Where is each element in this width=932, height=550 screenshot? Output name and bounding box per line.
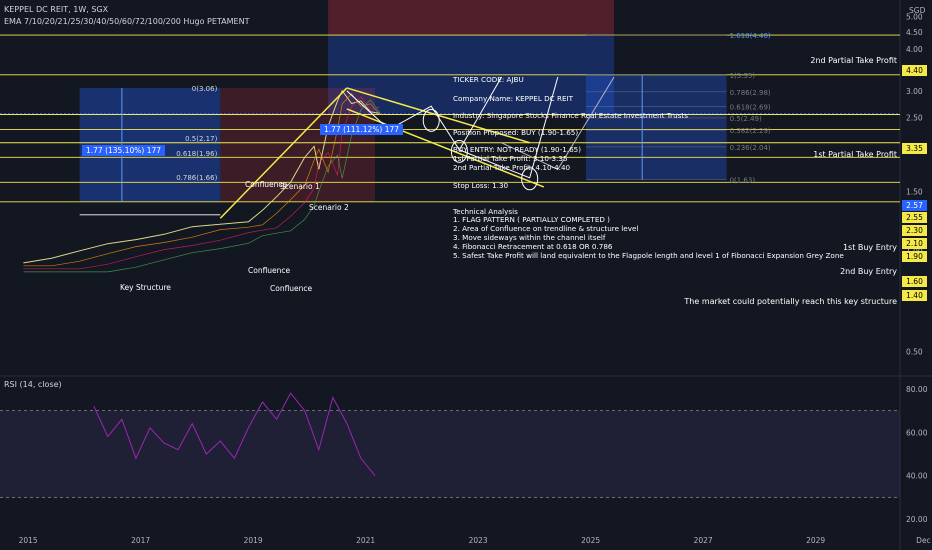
note-company: Company Name: KEPPEL DC REIT bbox=[453, 94, 574, 103]
note-industry: Industry: Singapore Stocks Finance Real … bbox=[453, 111, 688, 120]
fib-right-label: 0.382(2.29) bbox=[730, 127, 771, 135]
label-tp2: 2nd Partial Take Profit bbox=[810, 56, 897, 65]
rsi-tick-label: 40.00 bbox=[906, 472, 928, 481]
fib-left-label: 0.5(2.17) bbox=[185, 135, 217, 143]
measure-box-left[interactable]: 1.77 (135.10%) 177 bbox=[82, 145, 166, 156]
price-tag-2-10: 2.10 bbox=[902, 238, 927, 249]
confluence-label-1: Confluence bbox=[245, 180, 288, 189]
fib-right-label: 0.786(2.98) bbox=[730, 89, 771, 97]
note-ta1: 1. FLAG PATTERN ( PARTIALLY COMPLETED ) bbox=[453, 215, 610, 224]
note-ta5: 5. Safest Take Profit will land equivale… bbox=[453, 251, 844, 260]
stop-zone-upper bbox=[328, 0, 615, 36]
scenario1-label: Scenario 1 bbox=[280, 182, 320, 191]
fib-right-label: 0.5(2.49) bbox=[730, 115, 762, 123]
confluence-circle bbox=[450, 139, 468, 163]
ema-line bbox=[23, 90, 380, 264]
price-tag-3-35: 3.35 bbox=[902, 143, 927, 154]
x-tick-label: Dec bbox=[916, 536, 931, 545]
y-tick-label: 2.50 bbox=[906, 113, 923, 122]
x-tick-label: 2027 bbox=[694, 536, 713, 545]
label-buy1: 1st Buy Entry bbox=[842, 243, 897, 252]
key-structure-label: Key Structure bbox=[120, 283, 171, 292]
y-tick-label: 1.50 bbox=[906, 188, 923, 197]
ema-line bbox=[23, 96, 380, 270]
price-tag-2-55: 2.55 bbox=[902, 212, 927, 223]
y-tick-label: 4.50 bbox=[906, 28, 923, 37]
scenario1-path bbox=[346, 76, 502, 151]
fib-left-label: 0(3.06) bbox=[192, 85, 218, 93]
y-tick-label: 0.50 bbox=[906, 348, 923, 357]
y-tick-label: 5.00 bbox=[906, 12, 923, 21]
price-tag-1-90: 1.90 bbox=[902, 251, 927, 262]
note-position: Position Proposed: BUY (1.90-1.65) bbox=[453, 128, 579, 137]
rsi-tick-label: 20.00 bbox=[906, 515, 928, 524]
label-buy2: 2nd Buy Entry bbox=[840, 267, 897, 276]
note-ticker: TICKER CODE: AJBU bbox=[453, 75, 524, 84]
ema-line bbox=[23, 99, 380, 273]
note-ta-title: Technical Analysis bbox=[453, 207, 518, 216]
x-tick-label: 2021 bbox=[356, 536, 375, 545]
confluence-circle bbox=[422, 108, 440, 132]
price-tag-1-60: 1.60 bbox=[902, 276, 927, 287]
x-tick-label: 2023 bbox=[469, 536, 488, 545]
note-stop: Stop Loss: 1.30 bbox=[453, 181, 509, 190]
note-ta2: 2. Area of Confluence on trendline & str… bbox=[453, 224, 639, 233]
fib-levels: 0(3.06) 0.5(2.17) 0.618(1.96) 0.786(1.66) 1.… bbox=[176, 32, 771, 185]
note-tp1: 1st Partial Take Profit: 3.10-3.35 bbox=[453, 154, 568, 163]
price-tag-1-40: 1.40 bbox=[902, 290, 927, 301]
rsi-panel bbox=[0, 392, 900, 498]
ema-line bbox=[23, 93, 380, 267]
x-tick-label: 2017 bbox=[131, 536, 150, 545]
note-ta3: 3. Move sideways within the channel itse… bbox=[453, 233, 606, 242]
note-ta4: 4. Fibonacci Retracement at 0.618 OR 0.7… bbox=[453, 242, 613, 251]
flagpole-line bbox=[219, 87, 348, 219]
label-tp1: 1st Partial Take Profit bbox=[813, 150, 897, 159]
currency-label: SGD bbox=[909, 6, 926, 15]
fib-right-label: 0.236(2.04) bbox=[730, 144, 771, 152]
levels bbox=[0, 34, 900, 203]
measure-box-right[interactable]: 1.77 (111.12%) 177 bbox=[320, 124, 404, 135]
fib-left-label: 0.618(1.96) bbox=[176, 150, 217, 158]
indicator-label[interactable]: EMA 7/10/20/21/25/30/40/50/60/72/100/200… bbox=[4, 17, 250, 26]
rsi-tick-label: 80.00 bbox=[906, 385, 928, 394]
zones bbox=[79, 0, 727, 202]
y-tick-label: 4.00 bbox=[906, 45, 923, 54]
fib-right-label: 1(3.35) bbox=[730, 72, 756, 80]
label-structure: The market could potentially reach this … bbox=[684, 297, 897, 306]
x-tick-label: 2029 bbox=[806, 536, 825, 545]
fib-right-label: 0(1.63) bbox=[730, 177, 756, 185]
note-entry: BUY ENTRY: NOT READY (1.90-1.65) bbox=[453, 145, 582, 154]
confluence-label-3: Confluence bbox=[270, 284, 313, 293]
measure-zone-left bbox=[79, 87, 221, 202]
measure-zone-right bbox=[585, 74, 727, 180]
flag-lower-line bbox=[346, 108, 545, 188]
rsi-line bbox=[93, 392, 376, 477]
symbol-title[interactable]: KEPPEL DC REIT, 1W, SGX bbox=[4, 5, 109, 14]
drawing-overlay bbox=[79, 74, 643, 219]
price-tag-4-40: 4.40 bbox=[902, 65, 927, 76]
confluence-label-2: Confluence bbox=[248, 266, 291, 275]
scenario2-label: Scenario 2 bbox=[309, 203, 349, 212]
note-tp2: 2nd Partial Take Profit: 4.10-4.40 bbox=[453, 163, 571, 172]
rsi-title[interactable]: RSI (14, close) bbox=[4, 380, 62, 389]
price-tag-last: 2.57 bbox=[902, 200, 927, 211]
y-tick-label: 3.00 bbox=[906, 87, 923, 96]
fib-right-label: 0.618(2.69) bbox=[730, 104, 771, 112]
x-tick-label: 2019 bbox=[244, 536, 263, 545]
rsi-tick-label: 60.00 bbox=[906, 428, 928, 437]
confluence-circle bbox=[521, 167, 539, 191]
x-tick-label: 2025 bbox=[581, 536, 600, 545]
fib-left-label: 0.786(1.66) bbox=[176, 174, 217, 182]
rsi-band bbox=[0, 410, 900, 498]
scenario2-path bbox=[459, 76, 559, 179]
scenario3-path bbox=[501, 76, 615, 170]
fib-right-label: 1.618(4.40) bbox=[730, 32, 771, 40]
price-tag-2-30: 2.30 bbox=[902, 225, 927, 236]
price-series bbox=[23, 89, 380, 273]
target-zone bbox=[328, 35, 615, 114]
x-tick-label: 2015 bbox=[19, 536, 38, 545]
